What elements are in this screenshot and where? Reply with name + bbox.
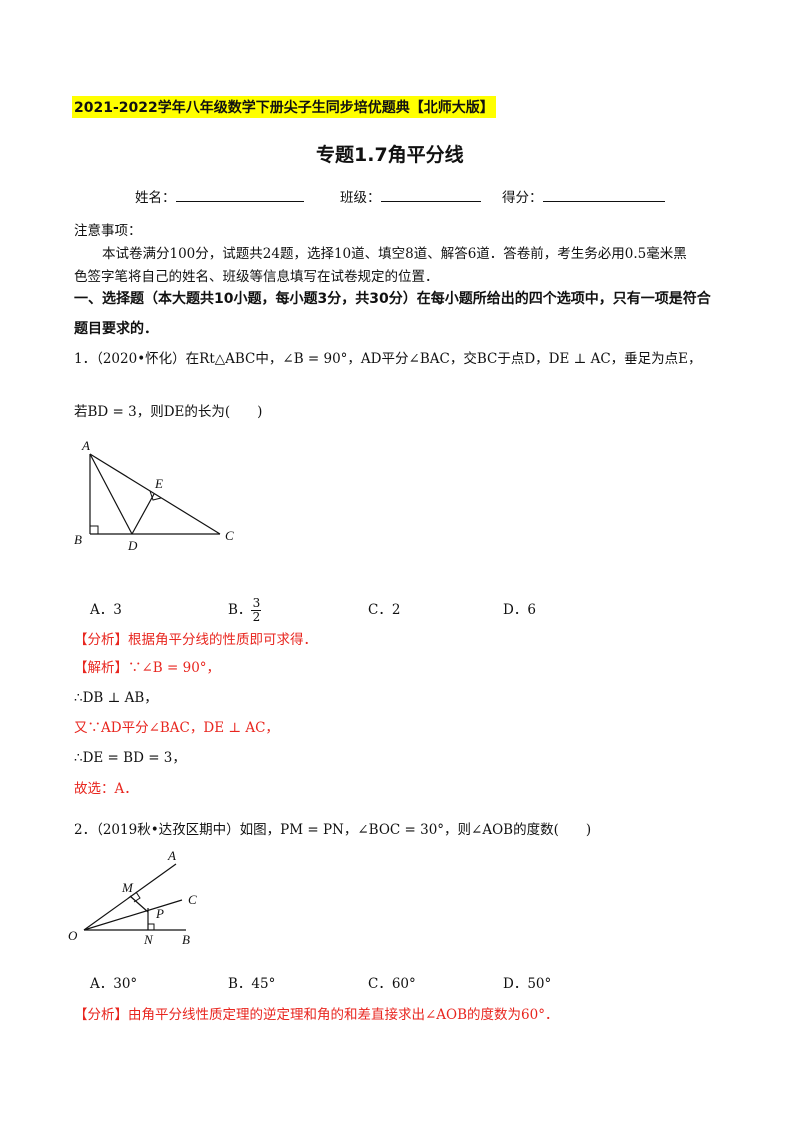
q2-option-b[interactable]: B．45° <box>228 976 276 992</box>
label-n: N <box>143 932 154 947</box>
ray-oa <box>83 863 177 931</box>
score-label: 得分： <box>502 190 543 206</box>
right-angle-mark-b <box>90 525 99 534</box>
segment-ac <box>89 453 221 535</box>
label-m: M <box>121 880 134 895</box>
q1-option-b-den: 2 <box>252 610 261 624</box>
name-field: 姓名： <box>135 186 304 206</box>
notes-heading: 注意事项： <box>74 223 142 239</box>
segment-ad <box>89 453 133 535</box>
q2-option-c[interactable]: C．60° <box>368 976 416 992</box>
name-label: 姓名： <box>135 190 176 206</box>
q1-option-a[interactable]: A．3 <box>90 602 122 618</box>
class-field: 班级： <box>340 186 481 206</box>
q1-stem-line2: 若BD = 3，则DE的长为( ) <box>74 404 263 420</box>
ray-oc <box>83 899 183 931</box>
notes-line1: 本试卷满分100分，试题共24题，选择10道、填空8道、解答6道．答卷前，考生务… <box>102 246 687 262</box>
label-o: O <box>68 928 78 943</box>
right-angle-mark-n <box>148 923 155 930</box>
q2-analysis: 【分析】由角平分线性质定理的逆定理和角的和差直接求出∠AOB的度数为60°． <box>74 1007 559 1023</box>
notes-line2: 色签字笔将自己的姓名、班级等信息填写在试卷规定的位置． <box>74 269 439 285</box>
q1-solution-line2: ∴DB ⊥ AB， <box>74 690 158 706</box>
header-banner: 2021-2022学年八年级数学下册尖子生同步培优题典【北师大版】 <box>72 96 496 118</box>
q1-option-b[interactable]: B． 3 2 <box>228 580 262 624</box>
label-c: C <box>225 528 234 543</box>
label-a: A <box>81 438 90 453</box>
label-a2: A <box>167 848 176 863</box>
q1-option-d[interactable]: D．6 <box>503 602 536 618</box>
q1-solution-answer: 故选：A． <box>74 781 138 797</box>
segment-de <box>131 493 155 535</box>
class-blank <box>380 189 481 202</box>
q1-solution-line1: 【解析】∵∠B = 90°， <box>74 656 220 676</box>
label-b: B <box>74 532 82 547</box>
segment-mp <box>129 895 149 913</box>
q1-analysis: 【分析】根据角平分线的性质即可求得． <box>74 632 317 648</box>
label-e: E <box>154 476 163 491</box>
q1-triangle-figure: A B C D E <box>74 438 234 553</box>
q2-angle-figure: A M C P O N B <box>68 848 197 947</box>
q2-option-a[interactable]: A．30° <box>90 976 138 992</box>
q1-option-c[interactable]: C．2 <box>368 602 401 618</box>
section-heading-line2: 题目要求的． <box>74 321 158 337</box>
score-field: 得分： <box>502 186 665 206</box>
q2-option-d[interactable]: D．50° <box>503 976 552 992</box>
q1-stem-line1: 1．（2020•怀化）在Rt△ABC中，∠B = 90°，AD平分∠BAC，交B… <box>74 351 702 367</box>
label-d: D <box>127 538 138 553</box>
label-c2: C <box>188 892 197 907</box>
class-label: 班级： <box>340 190 381 206</box>
section-heading-line1: 一、选择题（本大题共10小题，每小题3分，共30分）在每小题所给出的四个选项中，… <box>74 291 711 307</box>
page-title: 专题1.7角平分线 <box>316 144 464 166</box>
score-blank <box>542 189 665 202</box>
q1-option-b-num: 3 <box>252 596 261 610</box>
q1-solution-line3: 又∵AD平分∠BAC，DE ⊥ AC， <box>74 716 279 736</box>
label-p: P <box>155 906 164 921</box>
q2-stem: 2．（2019秋•达孜区期中）如图，PM = PN，∠BOC = 30°，则∠A… <box>74 822 592 838</box>
q1-solution-text1: 【解析】∵∠B = 90°， <box>74 660 221 676</box>
label-b2: B <box>182 932 190 947</box>
right-angle-mark-e <box>149 490 162 501</box>
q1-solution-text3: 又∵AD平分∠BAC，DE ⊥ AC， <box>74 720 279 736</box>
name-blank <box>175 189 304 202</box>
right-angle-mark-m <box>133 891 141 903</box>
q1-option-b-label: B． <box>228 602 252 618</box>
q1-solution-line4: ∴DE = BD = 3， <box>74 750 186 766</box>
